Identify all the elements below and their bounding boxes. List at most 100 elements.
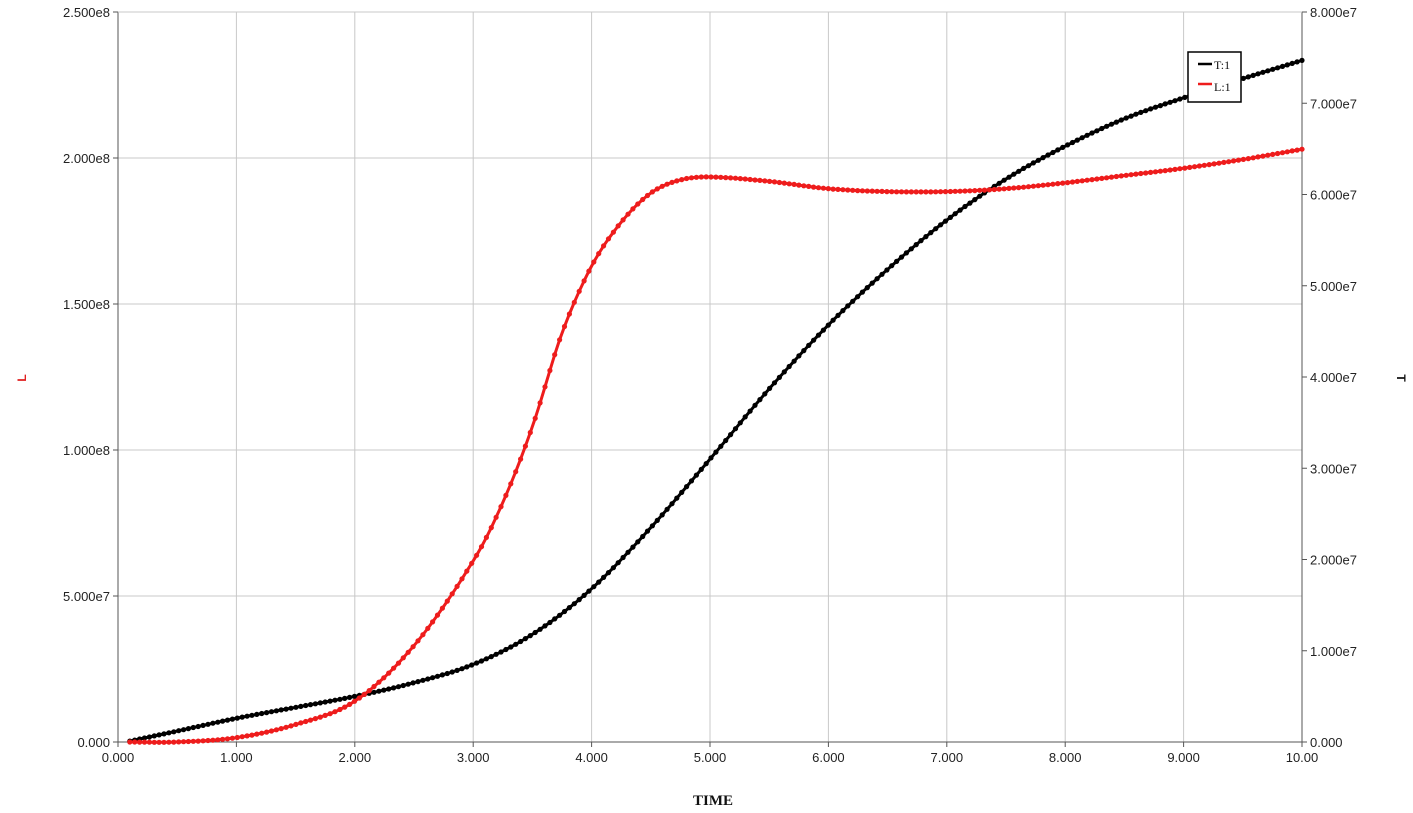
data-point — [181, 727, 187, 733]
data-point — [1167, 99, 1173, 105]
data-point — [859, 289, 866, 295]
data-point — [908, 189, 914, 195]
data-point — [1260, 153, 1266, 159]
data-point — [933, 226, 939, 232]
data-point — [151, 733, 157, 739]
data-point — [752, 177, 758, 183]
data-point — [1065, 180, 1071, 186]
data-point — [527, 429, 533, 436]
data-point — [1289, 148, 1295, 154]
data-point — [161, 731, 167, 737]
x-tick-label: 6.000 — [812, 750, 845, 765]
data-point — [913, 189, 919, 195]
data-point — [806, 342, 812, 348]
data-point — [644, 528, 651, 534]
data-point — [185, 738, 191, 745]
data-point — [811, 184, 817, 190]
data-point — [518, 456, 524, 462]
data-point — [566, 605, 573, 611]
data-point — [625, 211, 631, 217]
data-point — [488, 525, 494, 531]
data-point — [855, 188, 861, 194]
data-point — [776, 179, 783, 186]
data-point — [669, 501, 675, 507]
data-point — [400, 682, 406, 689]
data-point — [1138, 109, 1144, 115]
data-point — [264, 729, 270, 735]
data-point — [781, 369, 787, 375]
data-point — [1113, 173, 1119, 180]
data-point — [1045, 152, 1051, 158]
axes — [113, 11, 1307, 747]
data-point — [288, 723, 294, 729]
data-point — [830, 186, 836, 192]
data-point — [576, 597, 582, 603]
data-point — [1162, 168, 1168, 174]
data-point — [298, 703, 304, 710]
data-point — [132, 739, 138, 745]
data-point — [161, 739, 167, 745]
data-point — [312, 716, 318, 722]
data-point — [874, 276, 880, 282]
data-point — [1172, 98, 1178, 104]
legend-box — [1187, 51, 1242, 103]
data-point — [503, 646, 509, 653]
data-point — [918, 189, 924, 195]
data-point — [176, 739, 182, 745]
data-point — [938, 189, 944, 195]
data-point — [293, 704, 299, 710]
data-point — [322, 712, 328, 719]
data-point — [395, 660, 402, 666]
data-point — [1050, 181, 1056, 187]
data-point — [195, 723, 201, 730]
data-point — [737, 176, 743, 182]
data-point — [508, 481, 514, 487]
data-point — [410, 680, 416, 686]
data-point — [307, 717, 314, 723]
data-point — [1035, 183, 1041, 189]
series-l — [127, 146, 1305, 745]
data-point — [376, 688, 382, 694]
data-point — [366, 688, 372, 694]
data-point — [1060, 180, 1066, 186]
data-point — [268, 709, 275, 715]
data-point — [767, 385, 773, 391]
data-point — [781, 180, 787, 186]
data-point — [1084, 132, 1090, 138]
data-point — [942, 189, 949, 195]
data-point — [508, 644, 514, 650]
data-point — [1177, 166, 1183, 172]
data-point — [732, 175, 739, 181]
data-point — [996, 180, 1002, 186]
data-point — [596, 579, 602, 585]
data-point — [947, 188, 954, 195]
data-point — [185, 726, 191, 732]
data-point — [156, 732, 162, 738]
data-point — [1148, 169, 1154, 175]
data-point — [688, 175, 695, 181]
data-point — [1284, 149, 1290, 155]
data-point — [391, 665, 397, 671]
data-point — [908, 246, 914, 252]
data-point — [957, 207, 963, 213]
data-point — [684, 484, 690, 490]
data-point — [547, 619, 553, 626]
data-point — [986, 187, 993, 193]
data-point — [654, 517, 660, 524]
data-point — [254, 711, 260, 718]
data-point — [483, 656, 489, 662]
data-point — [845, 187, 851, 193]
data-point — [591, 259, 597, 265]
data-point — [474, 552, 480, 558]
data-point — [1172, 166, 1178, 172]
data-point — [1182, 165, 1188, 171]
data-point — [146, 734, 152, 740]
data-point — [307, 702, 314, 708]
data-point — [830, 317, 836, 323]
data-point — [1001, 186, 1007, 192]
data-point — [718, 174, 724, 180]
data-point — [796, 353, 802, 359]
data-point — [254, 731, 260, 737]
data-point — [977, 193, 983, 199]
data-point — [581, 592, 587, 599]
